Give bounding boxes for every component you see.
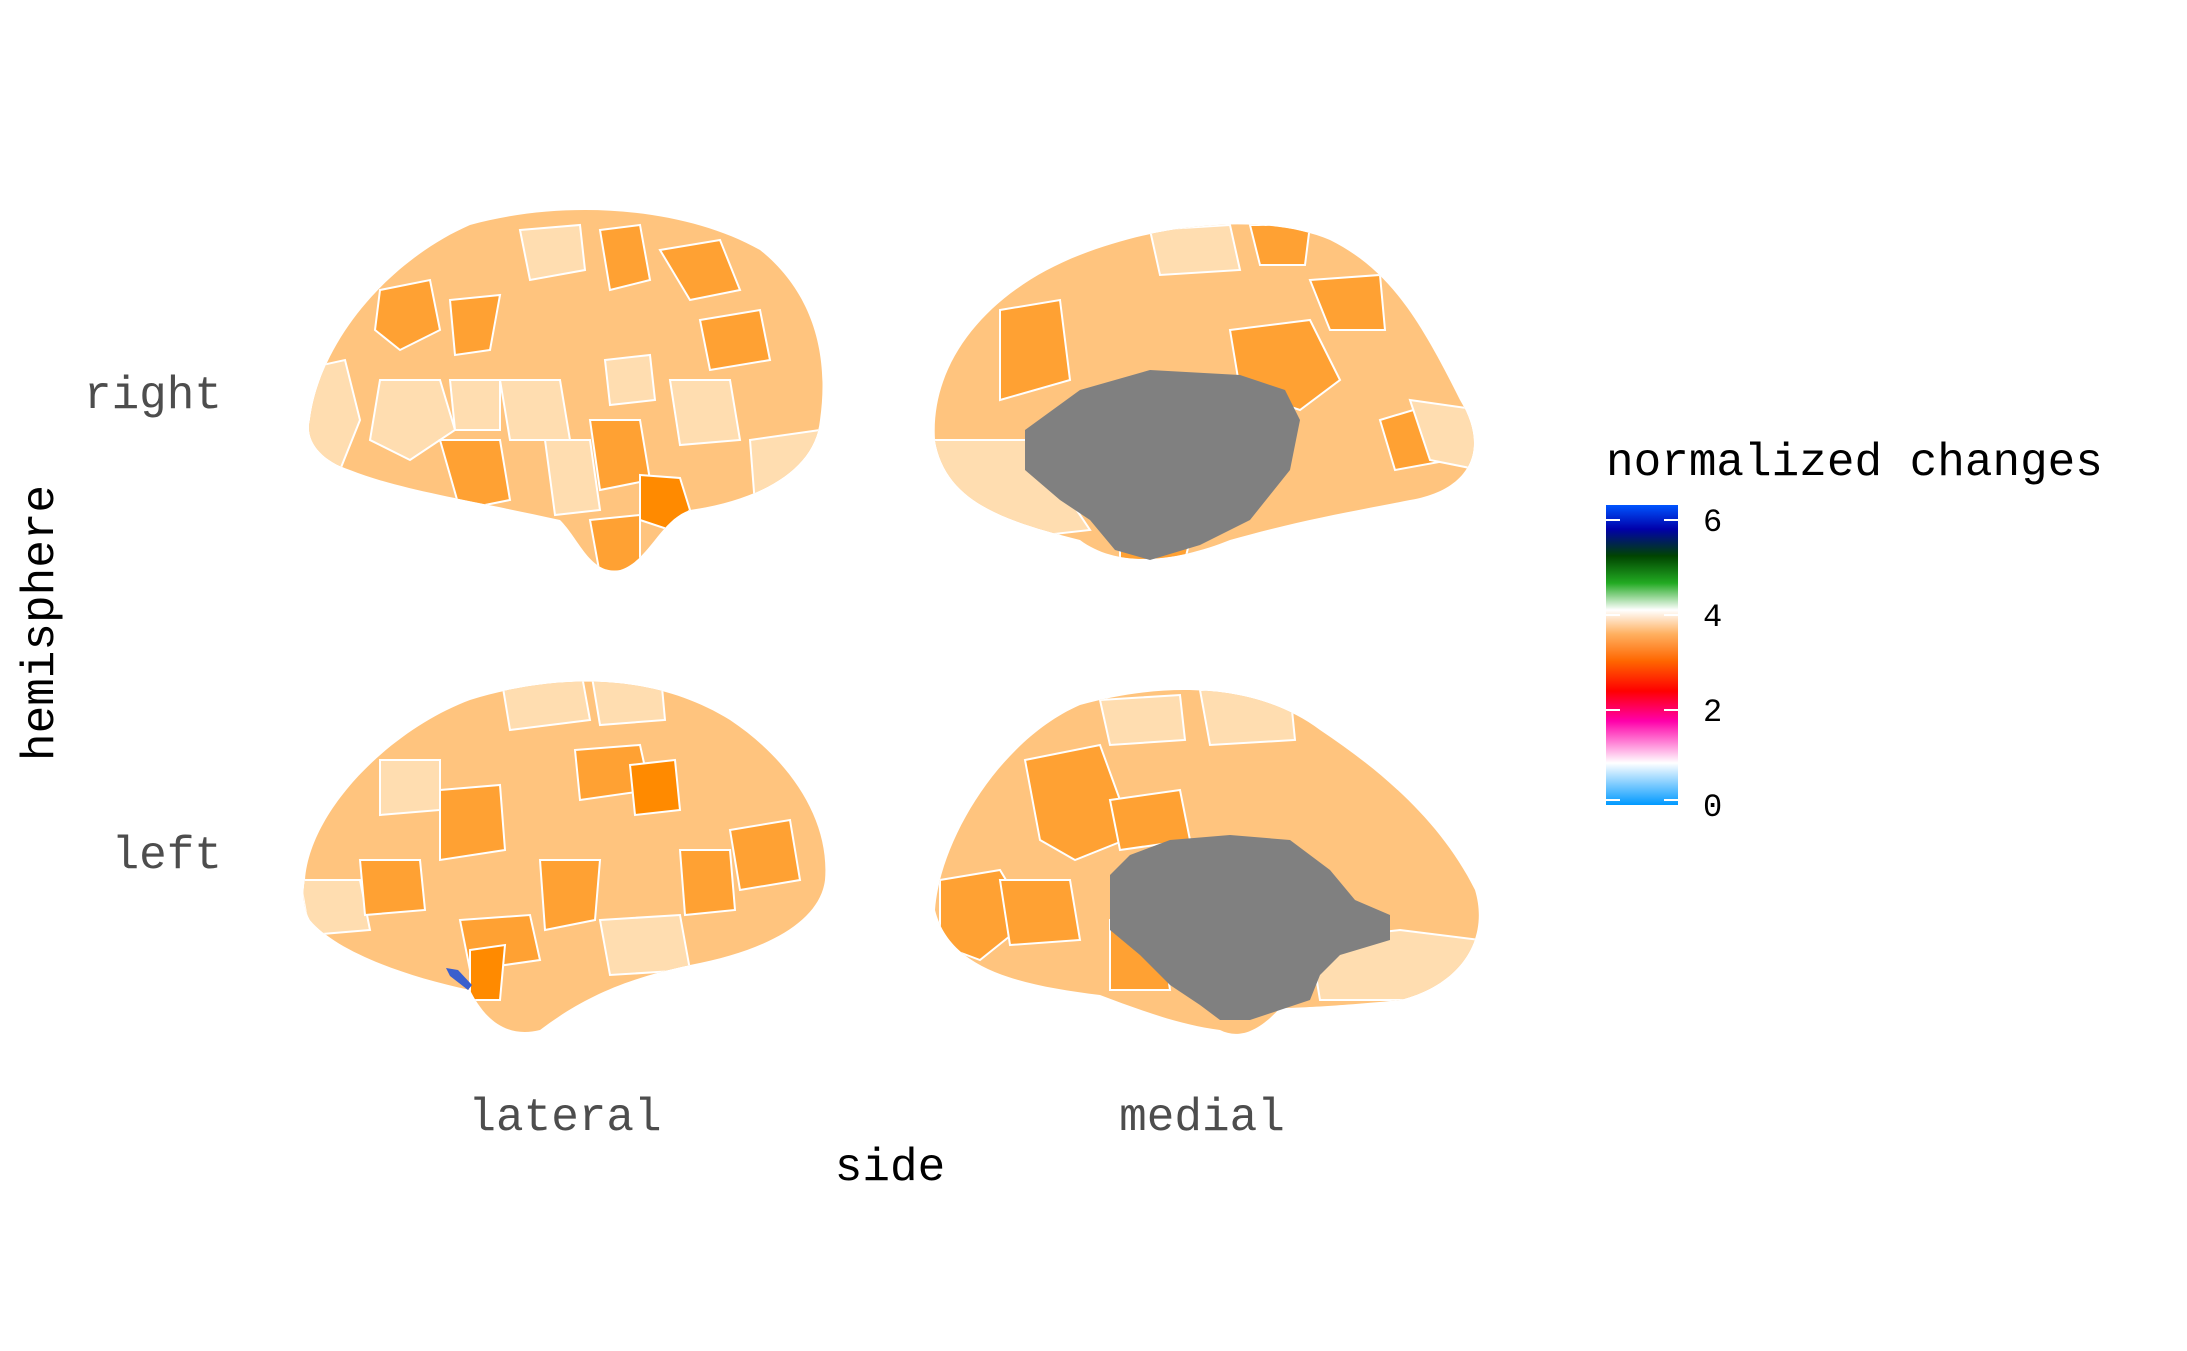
parcel <box>379 759 441 817</box>
parcel <box>1198 690 1297 747</box>
parcel <box>748 428 823 507</box>
legend-colorbar <box>1606 505 1678 805</box>
parcel <box>639 473 692 532</box>
parcel <box>999 298 1072 402</box>
legend-tick-label: 0 <box>1703 789 1722 826</box>
parcel <box>498 681 592 732</box>
parcel <box>588 513 641 571</box>
parcel <box>1148 224 1242 277</box>
parcel <box>1098 693 1187 747</box>
row-label-right: right <box>84 370 222 422</box>
legend-tick-label: 2 <box>1703 694 1722 731</box>
legend: normalized changes 6 4 2 0 <box>1606 437 2103 826</box>
parcel <box>469 943 507 1001</box>
parcel <box>439 783 507 862</box>
parcel <box>598 223 652 292</box>
parcel <box>588 681 667 727</box>
parcel <box>728 818 802 892</box>
legend-ticks <box>1606 519 1678 801</box>
medial-wall <box>1110 835 1390 1020</box>
brain-right-medial <box>934 224 1474 560</box>
parcel-blue <box>446 968 472 990</box>
brain-left-lateral <box>303 681 826 1032</box>
col-label-lateral: lateral <box>468 1092 661 1144</box>
brain-left-medial <box>935 690 1479 1034</box>
parcel <box>448 293 502 357</box>
row-label-left: left <box>112 830 222 882</box>
parcel <box>1308 273 1387 331</box>
parcel <box>1408 398 1474 472</box>
x-axis-title: side <box>835 1142 945 1194</box>
legend-tick-label: 4 <box>1703 599 1722 636</box>
parcel <box>628 758 682 817</box>
parcel <box>518 223 587 282</box>
parcel <box>698 308 772 372</box>
col-label-medial: medial <box>1119 1092 1285 1144</box>
parcel <box>438 439 512 512</box>
legend-tick-label: 6 <box>1703 504 1722 541</box>
brain-right-lateral <box>309 210 823 571</box>
parcel <box>358 859 427 917</box>
parcel <box>598 913 692 977</box>
legend-title: normalized changes <box>1606 437 2103 489</box>
parcel <box>678 849 737 917</box>
medial-wall <box>1025 370 1300 560</box>
parcel <box>998 879 1082 947</box>
parcel <box>538 859 602 932</box>
parcel <box>498 379 572 441</box>
parcel <box>603 353 657 407</box>
parcel <box>668 379 742 447</box>
parcel <box>373 278 442 352</box>
parcel <box>368 379 457 462</box>
parcel <box>303 879 372 937</box>
parcel <box>1248 224 1312 266</box>
y-axis-title: hemisphere <box>15 485 67 761</box>
parcel <box>543 439 602 517</box>
parcel <box>658 238 742 302</box>
parcel <box>448 379 501 431</box>
